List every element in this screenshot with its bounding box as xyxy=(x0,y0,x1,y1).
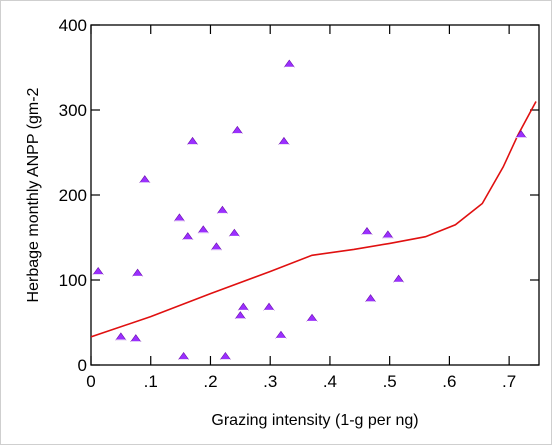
y-axis-title: Herbage monthly ANPP (gm-2 xyxy=(25,87,42,302)
data-point xyxy=(186,136,199,145)
data-point xyxy=(216,205,228,214)
data-point xyxy=(228,228,240,237)
x-axis-title: Grazing intensity (1-g per ng) xyxy=(211,412,418,429)
x-axis-ticks: 0 .1 .2 .3 .4 .5 .6 .7 xyxy=(86,25,516,391)
data-point xyxy=(278,136,290,145)
x-tick-label: .1 xyxy=(144,372,158,391)
y-tick-label: 100 xyxy=(59,271,87,290)
data-point xyxy=(139,175,151,184)
data-point xyxy=(263,302,275,311)
data-point xyxy=(182,232,194,241)
data-point xyxy=(178,351,190,360)
data-point xyxy=(173,213,185,222)
x-tick-label: .6 xyxy=(442,372,456,391)
data-point xyxy=(130,334,142,343)
data-point xyxy=(361,227,373,235)
data-points xyxy=(92,59,527,360)
x-tick-label: .3 xyxy=(263,372,277,391)
data-point xyxy=(237,302,249,311)
scatter-chart: 0 100 200 300 400 0 .1 .2 .3 .4 .5 .6 .7 Grazing in… xyxy=(25,16,540,429)
data-point xyxy=(515,130,527,139)
data-point xyxy=(231,125,243,134)
data-point xyxy=(364,294,377,303)
fit-line xyxy=(91,101,537,338)
data-point xyxy=(210,242,223,251)
y-tick-label: 400 xyxy=(59,16,87,35)
data-point xyxy=(234,311,246,320)
data-point xyxy=(219,351,231,360)
y-tick-label: 0 xyxy=(78,356,87,375)
data-point xyxy=(283,59,295,68)
data-point xyxy=(115,332,127,341)
data-point xyxy=(92,266,104,275)
data-point xyxy=(132,268,144,277)
x-tick-label: .2 xyxy=(203,372,217,391)
x-tick-label: .4 xyxy=(323,372,337,391)
plot-area xyxy=(90,24,540,366)
data-point xyxy=(393,274,405,283)
data-point xyxy=(197,225,209,234)
y-tick-label: 300 xyxy=(59,101,87,120)
fit-line-layer xyxy=(91,101,537,338)
chart-panel: 0 100 200 300 400 0 .1 .2 .3 .4 .5 .6 .7 Grazing in… xyxy=(7,7,547,440)
data-point xyxy=(306,313,318,322)
x-tick-label: 0 xyxy=(86,372,95,391)
data-point xyxy=(382,230,394,239)
y-axis-ticks: 0 100 200 300 400 xyxy=(59,16,539,375)
y-tick-label: 200 xyxy=(59,186,87,205)
data-point xyxy=(275,330,287,339)
x-tick-label: .5 xyxy=(383,372,397,391)
x-tick-label: .7 xyxy=(502,372,516,391)
